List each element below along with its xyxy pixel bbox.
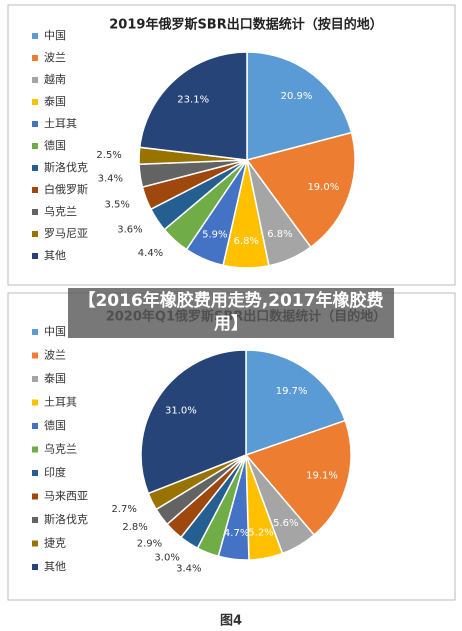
legend-swatch: [32, 329, 38, 335]
legend-swatch: [32, 540, 38, 547]
data-label: 4.7%: [224, 528, 249, 539]
legend-label: 波兰: [44, 349, 66, 362]
data-label: 19.0%: [307, 182, 339, 193]
legend-label: 印度: [44, 465, 66, 479]
data-label: 5.9%: [202, 229, 227, 240]
legend-label: 捷克: [44, 536, 66, 550]
legend-swatch: [32, 143, 38, 149]
data-label: 2.7%: [111, 504, 136, 515]
legend-swatch: [32, 187, 38, 193]
legend-swatch: [32, 352, 38, 359]
pie-slice: [140, 349, 247, 495]
data-label: 2.8%: [122, 522, 147, 533]
pie-slice: [138, 51, 248, 161]
pie-slice: [246, 51, 353, 161]
legend-label: 其他: [44, 560, 66, 573]
data-label: 20.9%: [281, 91, 313, 102]
legend-swatch: [32, 77, 38, 83]
legend-label: 泰国: [44, 371, 66, 385]
legend-label: 斯洛伐克: [44, 512, 88, 526]
legend-label: 波兰: [44, 51, 66, 64]
legend-swatch: [32, 165, 38, 171]
legend-label: 其他: [44, 249, 66, 262]
legend-label: 白俄罗斯: [44, 182, 88, 196]
legend-swatch: [32, 517, 38, 523]
legend-swatch: [32, 55, 38, 61]
legend-label: 中国: [44, 325, 66, 338]
legend-swatch: [32, 121, 38, 127]
legend-swatch: [32, 253, 38, 259]
data-label: 3.4%: [176, 563, 201, 574]
data-label: 23.1%: [177, 94, 209, 105]
legend-label: 斯洛伐克: [44, 160, 88, 174]
banner: 【2016年橡胶费用走势,2017年橡胶费用】: [68, 288, 394, 338]
data-label: 19.1%: [306, 471, 338, 482]
legend-swatch: [32, 446, 38, 453]
legend-label: 马来西亚: [44, 490, 88, 503]
legend-swatch: [32, 376, 38, 382]
legend-swatch: [32, 423, 38, 429]
legend-label: 土耳其: [44, 117, 77, 130]
legend-swatch: [32, 231, 38, 237]
legend-label: 德国: [44, 138, 66, 152]
legend-swatch: [32, 493, 38, 500]
legend-label: 中国: [44, 29, 66, 42]
legend-label: 土耳其: [44, 396, 77, 409]
data-label: 3.4%: [98, 173, 123, 184]
data-label: 4.4%: [138, 248, 163, 259]
legend-label: 泰国: [44, 94, 66, 108]
chart-title: 2019年俄罗斯SBR出口数据统计（按目的地）: [109, 17, 382, 33]
legend-label: 越南: [44, 72, 66, 86]
data-label: 2.9%: [137, 538, 162, 549]
data-label: 3.5%: [104, 200, 129, 211]
legend-label: 乌克兰: [44, 204, 77, 218]
data-label: 5.2%: [248, 527, 273, 538]
data-label: 31.0%: [165, 406, 197, 417]
legend-swatch: [32, 33, 38, 39]
legend-swatch: [32, 470, 38, 476]
data-label: 2.5%: [96, 150, 121, 161]
caption: 图4: [220, 614, 242, 629]
data-label: 6.8%: [267, 229, 292, 240]
legend-label: 德国: [44, 418, 66, 432]
data-label: 5.6%: [273, 518, 298, 529]
legend-swatch: [32, 564, 38, 570]
legend-swatch: [32, 209, 38, 215]
data-label: 6.8%: [234, 236, 259, 247]
legend-label: 罗马尼亚: [44, 227, 88, 240]
legend-label: 乌克兰: [44, 442, 77, 456]
data-label: 3.6%: [117, 224, 142, 235]
legend-swatch: [32, 99, 38, 105]
legend-swatch: [32, 399, 38, 406]
pie-slice: [244, 419, 352, 536]
pie-slice: [245, 131, 356, 249]
data-label: 19.7%: [276, 386, 308, 397]
data-label: 3.0%: [154, 552, 179, 563]
